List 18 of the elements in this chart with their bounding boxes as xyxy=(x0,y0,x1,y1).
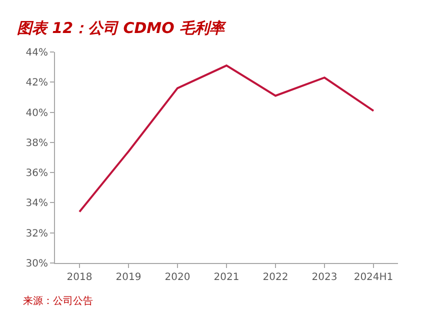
chart-title: 图表 12：公司 CDMO 毛利率 xyxy=(16,19,227,38)
x-tick-label: 2020 xyxy=(164,272,190,283)
x-tick-label: 2023 xyxy=(312,272,338,283)
y-tick-label: 30% xyxy=(26,258,48,270)
line-series xyxy=(78,64,374,213)
x-tick-label: 2018 xyxy=(66,272,92,283)
y-tick-label: 38% xyxy=(26,138,48,149)
y-tick-label: 36% xyxy=(26,168,48,180)
x-tick-label: 2019 xyxy=(116,272,142,283)
x-tick-label: 2024H1 xyxy=(354,272,394,283)
x-tick-label: 2022 xyxy=(262,272,288,283)
y-tick-label: 34% xyxy=(26,198,48,210)
y-tick-label: 32% xyxy=(26,228,48,240)
y-tick-label: 44% xyxy=(26,48,48,58)
y-tick-label: 42% xyxy=(26,78,48,89)
source-note: 来源：公司公告 xyxy=(23,295,93,307)
y-tick-label: 40% xyxy=(26,108,48,119)
x-tick-label: 2021 xyxy=(214,272,240,283)
